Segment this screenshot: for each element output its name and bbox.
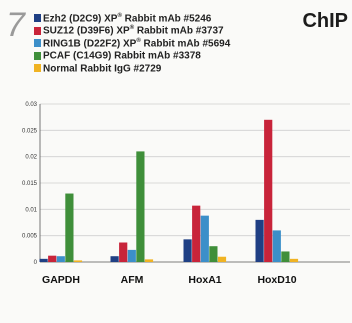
- x-tick-label: HoxD10: [257, 274, 296, 286]
- bar: [209, 246, 218, 262]
- legend-item: Ezh2 (D2C9) XP® Rabbit mAb #5246: [34, 12, 230, 25]
- panel-tag: ChIP: [302, 10, 348, 32]
- legend-item: PCAF (C14G9) Rabbit mAb #3378: [34, 50, 230, 63]
- y-tick-label: 0.015: [22, 181, 38, 187]
- x-tick-label: HoxA1: [188, 274, 221, 286]
- y-tick-label: 0.01: [25, 207, 37, 213]
- legend-label: SUZ12 (D39F6) XP® Rabbit mAb #3737: [43, 25, 224, 37]
- bar: [48, 255, 57, 262]
- legend-label: PCAF (C14G9) Rabbit mAb #3378: [43, 50, 201, 62]
- legend-item: RING1B (D22F2) XP® Rabbit mAb #5694: [34, 37, 230, 50]
- legend-swatch: [34, 26, 41, 35]
- bar: [73, 260, 83, 262]
- bar: [65, 193, 74, 262]
- legend-swatch: [34, 64, 41, 73]
- panel-number: 7: [6, 6, 25, 44]
- legend-swatch: [34, 14, 41, 23]
- y-tick-label: 0.005: [22, 234, 38, 240]
- bar: [56, 256, 65, 262]
- legend-swatch: [34, 51, 41, 60]
- bar: [200, 215, 209, 262]
- x-tick-label: AFM: [121, 274, 144, 286]
- bar: [272, 230, 281, 262]
- bar: [39, 258, 48, 262]
- bar: [255, 219, 264, 262]
- legend-label: Ezh2 (D2C9) XP® Rabbit mAb #5246: [43, 12, 212, 24]
- bar: [127, 249, 136, 262]
- bar: [264, 119, 273, 262]
- bar: [136, 151, 145, 262]
- bar: [144, 259, 154, 262]
- bar: [183, 239, 192, 262]
- bar: [281, 251, 290, 262]
- legend-item: Normal Rabbit IgG #2729: [34, 62, 230, 75]
- legend: Ezh2 (D2C9) XP® Rabbit mAb #5246 SUZ12 (…: [34, 12, 230, 75]
- y-tick-label: 0.03: [25, 102, 37, 108]
- legend-label: RING1B (D22F2) XP® Rabbit mAb #5694: [43, 37, 231, 49]
- y-tick-label: 0.02: [25, 155, 37, 161]
- bar: [217, 256, 227, 262]
- y-tick-label: 0: [34, 260, 38, 266]
- legend-label: Normal Rabbit IgG #2729: [43, 62, 162, 74]
- bar: [289, 258, 299, 262]
- bar: [110, 256, 119, 262]
- x-tick-label: GAPDH: [42, 274, 80, 286]
- bar: [192, 205, 201, 262]
- bar: [119, 242, 128, 262]
- legend-item: SUZ12 (D39F6) XP® Rabbit mAb #3737: [34, 25, 230, 38]
- legend-swatch: [34, 39, 41, 48]
- y-tick-label: 0.025: [22, 128, 38, 134]
